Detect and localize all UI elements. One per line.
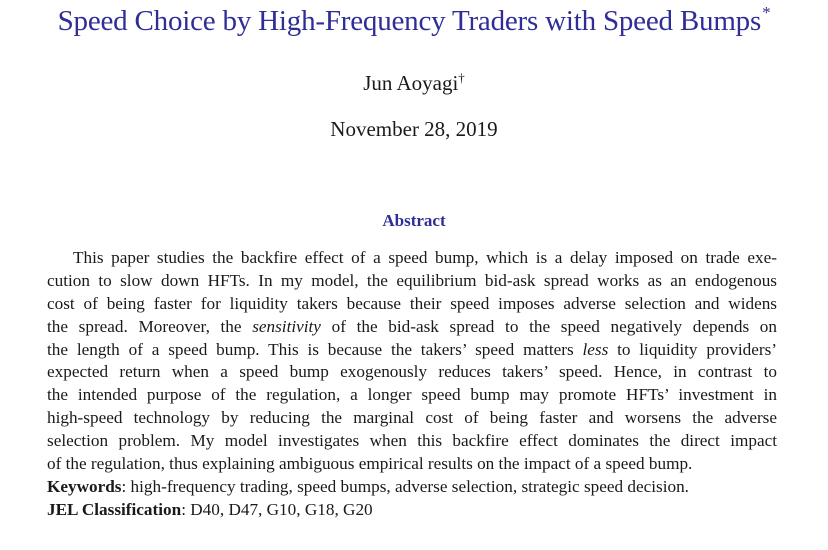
keywords-line: Keywords: high-frequency trading, speed …: [47, 476, 777, 499]
keywords-text: : high-frequency trading, speed bumps, a…: [121, 476, 689, 496]
paper-title: Speed Choice by High-Frequency Traders w…: [0, 3, 828, 38]
abstract-heading: Abstract: [382, 211, 446, 230]
abstract-line: selection problem. My model investigates…: [47, 431, 777, 451]
abstract-emphasis: less: [582, 339, 609, 359]
abstract-text: to liquidity providers’: [608, 339, 777, 359]
jel-label: JEL Classification: [47, 499, 182, 519]
abstract-line: the intended purpose of the regulation, …: [47, 385, 777, 405]
abstract-text: the spread. Moreover, the: [47, 316, 253, 336]
author-footnote-mark[interactable]: †: [458, 70, 465, 85]
author-name: Jun Aoyagi†: [0, 70, 828, 96]
abstract-emphasis: sensitivity: [252, 316, 321, 336]
jel-classification-line: JEL Classification: D40, D47, G10, G18, …: [47, 499, 777, 522]
jel-text: : D40, D47, G10, G18, G20: [181, 499, 373, 519]
abstract-line: high-speed technology by reducing the ma…: [47, 408, 777, 428]
abstract-line: cost of being faster for liquidity taker…: [47, 293, 777, 313]
abstract-line: cution to slow down HFTs. In my model, t…: [47, 270, 777, 290]
abstract-body: This paper studies the backfire effect o…: [47, 247, 777, 522]
title-footnote-mark[interactable]: *: [762, 3, 771, 22]
abstract-text: of the bid-ask spread to the speed negat…: [320, 316, 777, 336]
abstract-line: expected return when a speed bump exogen…: [47, 362, 777, 382]
abstract-line: the spread. Moreover, the sensitivity of…: [47, 316, 777, 339]
abstract-text: the length of a speed bump. This is beca…: [47, 339, 583, 359]
abstract-line: the length of a speed bump. This is beca…: [47, 339, 777, 362]
paper-title-text: Speed Choice by High-Frequency Traders w…: [57, 5, 762, 37]
author-name-text: Jun Aoyagi: [363, 71, 459, 95]
paper-date: November 28, 2019: [330, 117, 498, 141]
abstract-line: of the regulation, thus explaining ambig…: [47, 454, 693, 474]
keywords-label: Keywords: [47, 476, 122, 496]
abstract-line: This paper studies the backfire effect o…: [73, 248, 777, 267]
